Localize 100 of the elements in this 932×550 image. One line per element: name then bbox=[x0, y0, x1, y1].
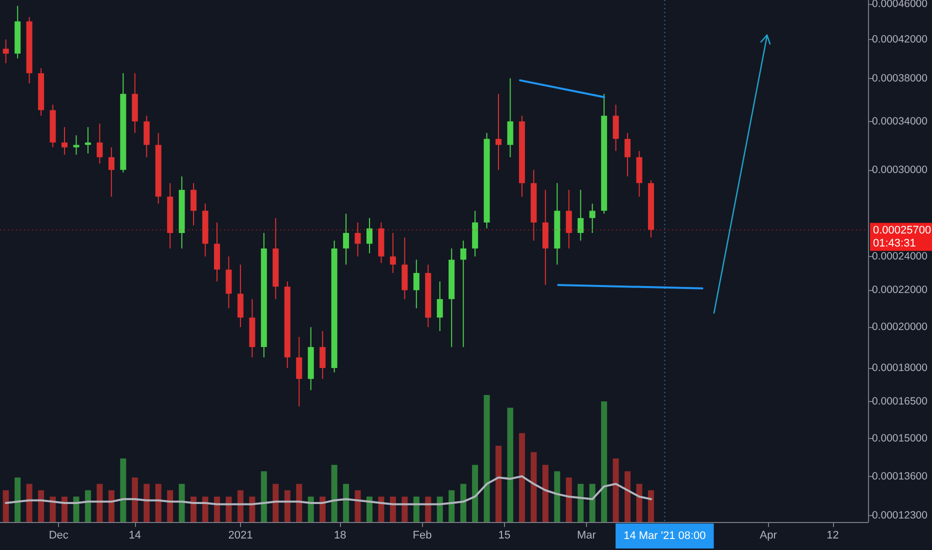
x-tick-label: Apr bbox=[760, 530, 778, 542]
candlestick bbox=[413, 259, 420, 309]
y-tick-label: 0.00046000 bbox=[872, 0, 928, 10]
bar bbox=[26, 484, 32, 522]
bar bbox=[425, 496, 432, 522]
candlestick bbox=[578, 189, 584, 242]
y-tick-label: 0.00012300 bbox=[872, 510, 928, 522]
candlestick bbox=[190, 182, 197, 226]
bar bbox=[378, 496, 384, 522]
candlestick bbox=[390, 232, 396, 274]
candlestick bbox=[73, 134, 80, 156]
bar bbox=[390, 496, 396, 522]
y-tick-label: 0.00020000 bbox=[872, 321, 928, 334]
candlestick bbox=[343, 213, 350, 266]
candlestick bbox=[144, 115, 150, 158]
candlestick bbox=[2, 38, 9, 64]
x-tick-label: Dec bbox=[48, 530, 69, 542]
bar bbox=[202, 496, 208, 522]
bar bbox=[507, 408, 514, 522]
bar bbox=[436, 496, 443, 522]
y-tick-label: 0.00016500 bbox=[872, 396, 928, 408]
bar bbox=[108, 490, 114, 522]
bar bbox=[62, 496, 68, 522]
y-tick-label: 0.00030000 bbox=[872, 164, 928, 176]
ref-line-label: 14 Mar '21 08:00 bbox=[624, 530, 706, 542]
bar bbox=[331, 464, 338, 522]
x-tick-label: Feb bbox=[412, 530, 432, 542]
bar bbox=[518, 433, 525, 522]
bar bbox=[496, 446, 502, 522]
candlestick bbox=[354, 222, 361, 257]
bar bbox=[284, 490, 290, 522]
bar bbox=[624, 471, 631, 522]
bar bbox=[50, 496, 56, 522]
candlestick bbox=[62, 126, 68, 156]
x-tick-label: 12 bbox=[826, 530, 839, 542]
text: 01:43:31 bbox=[873, 237, 916, 250]
candlestick bbox=[366, 218, 372, 254]
bar bbox=[84, 490, 91, 522]
bar bbox=[566, 478, 572, 522]
candlestick bbox=[612, 104, 619, 152]
bar bbox=[260, 471, 267, 522]
candlestick bbox=[624, 132, 631, 177]
bar bbox=[413, 496, 420, 522]
candlestick bbox=[436, 280, 443, 332]
candlestick bbox=[96, 123, 103, 164]
bar bbox=[178, 484, 185, 522]
x-tick-label: 15 bbox=[498, 530, 511, 542]
bar bbox=[320, 496, 326, 522]
candlestick bbox=[496, 93, 502, 170]
bar bbox=[14, 478, 21, 522]
y-tick-label: 0.00015000 bbox=[872, 432, 928, 445]
bar bbox=[96, 484, 103, 522]
bar bbox=[226, 496, 232, 522]
bar bbox=[296, 484, 302, 522]
bar bbox=[73, 496, 80, 522]
y-tick-label: 0.00034000 bbox=[872, 115, 928, 128]
bar bbox=[249, 496, 256, 522]
candlestick bbox=[507, 78, 514, 158]
bar bbox=[272, 484, 279, 522]
bar bbox=[155, 484, 162, 522]
y-tick-label: 0.00022000 bbox=[872, 284, 928, 296]
bar bbox=[144, 484, 150, 522]
y-tick-label: 0.00013600 bbox=[872, 470, 928, 483]
bar bbox=[366, 496, 372, 522]
bar bbox=[648, 490, 654, 522]
candlestick bbox=[237, 264, 244, 328]
candlestick bbox=[320, 330, 326, 380]
bar bbox=[530, 452, 537, 522]
bar bbox=[120, 458, 126, 522]
candlestick bbox=[108, 146, 114, 198]
bar bbox=[472, 464, 478, 522]
ref-line-label: 0.00025700 bbox=[873, 224, 932, 236]
bar bbox=[542, 464, 548, 522]
y-tick-label: 0.00038000 bbox=[872, 72, 928, 84]
bar bbox=[343, 484, 350, 522]
bar bbox=[460, 484, 466, 522]
x-tick-label: Mar bbox=[577, 530, 596, 542]
candlestick bbox=[589, 203, 596, 234]
candlestick bbox=[566, 189, 572, 249]
bar bbox=[612, 458, 619, 522]
bar bbox=[484, 395, 490, 522]
bar bbox=[354, 490, 361, 522]
y-tick-label: 0.00024000 bbox=[872, 250, 928, 262]
y-tick-label: 0.00042000 bbox=[872, 33, 928, 46]
x-tick-label: 18 bbox=[334, 530, 346, 542]
bar bbox=[38, 490, 44, 522]
bar bbox=[190, 496, 197, 522]
y-tick-label: 0.00018000 bbox=[872, 362, 928, 374]
bar bbox=[448, 490, 455, 522]
bar bbox=[214, 496, 220, 522]
bar bbox=[237, 490, 244, 522]
bar bbox=[636, 484, 642, 522]
bar bbox=[308, 496, 314, 522]
bar bbox=[589, 484, 596, 522]
bar bbox=[132, 478, 138, 522]
bar bbox=[578, 484, 584, 522]
bar bbox=[601, 401, 608, 522]
x-tick-label: 14 bbox=[128, 530, 142, 542]
candlestick bbox=[460, 240, 466, 348]
candlestick bbox=[296, 336, 302, 407]
